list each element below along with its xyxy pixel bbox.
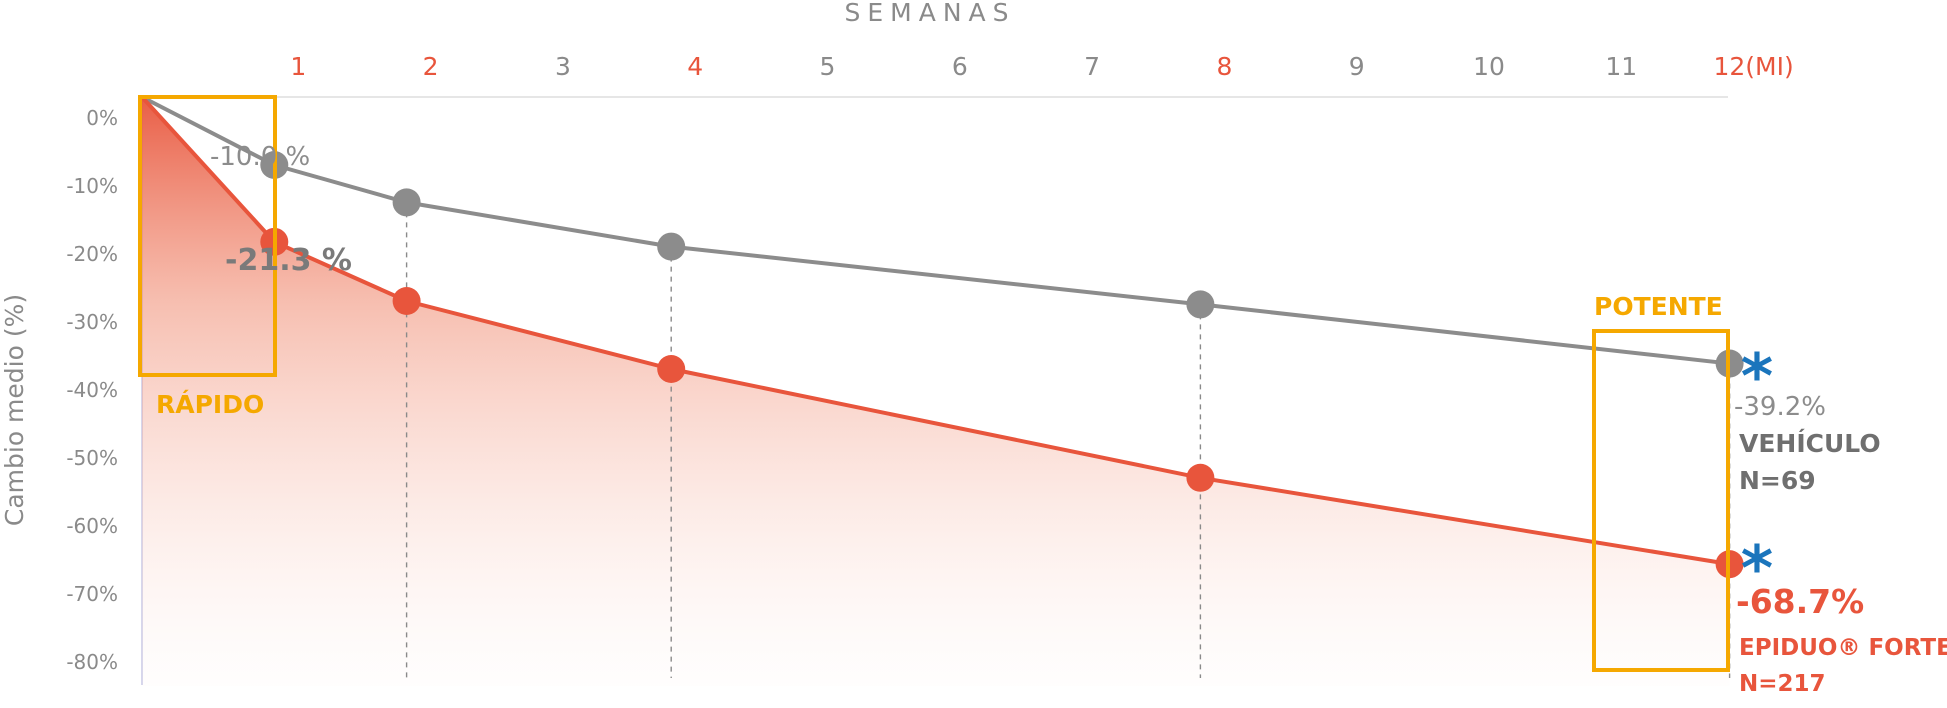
x-tick-label: 2 bbox=[423, 52, 439, 81]
x-tick-label: 10 bbox=[1473, 52, 1505, 81]
potente-label: POTENTE bbox=[1594, 292, 1723, 321]
epiduo-line bbox=[140, 95, 1730, 567]
y-tick-label: -20% bbox=[66, 242, 118, 266]
x-tick-label: 3 bbox=[555, 52, 571, 81]
epiduo-legend-n: N=217 bbox=[1739, 671, 1826, 697]
potente-box bbox=[1592, 329, 1730, 672]
epiduo-point bbox=[1186, 463, 1215, 492]
epiduo-area-fill bbox=[142, 97, 1730, 686]
y-tick-label: -80% bbox=[66, 650, 118, 674]
x-tick-label: 1 bbox=[290, 52, 306, 81]
y-axis-title: Cambio medio (%) bbox=[0, 294, 29, 526]
x-tick-label: 4 bbox=[687, 52, 703, 81]
x-tick-label: 5 bbox=[820, 52, 836, 81]
vehiculo-end-value: -39.2% bbox=[1734, 392, 1826, 422]
vehiculo-legend-name: VEHÍCULO bbox=[1739, 429, 1881, 458]
y-tick-label: -70% bbox=[66, 582, 118, 606]
epiduo-point bbox=[657, 355, 686, 383]
x-tick-label: 11 bbox=[1605, 52, 1637, 81]
rapido-box bbox=[138, 95, 277, 377]
x-tick-label: 6 bbox=[952, 52, 968, 81]
vehiculo-point bbox=[1186, 290, 1215, 319]
y-tick-label: -60% bbox=[66, 514, 118, 538]
significance-asterisk-epiduo: * bbox=[1741, 532, 1773, 605]
epiduo-end-value: -68.7% bbox=[1736, 582, 1864, 621]
week1-epiduo-label: -21.3 % bbox=[225, 243, 352, 278]
x-tick-label: 7 bbox=[1084, 52, 1100, 81]
y-tick-label: -10% bbox=[66, 174, 118, 198]
y-tick-label: 0% bbox=[86, 106, 118, 130]
vehiculo-legend-n: N=69 bbox=[1739, 466, 1816, 495]
significance-asterisk-vehiculo: * bbox=[1741, 340, 1773, 413]
y-tick-label: -50% bbox=[66, 446, 118, 470]
rapido-label: RÁPIDO bbox=[156, 390, 264, 419]
epiduo-legend-name: EPIDUO® FORTE bbox=[1739, 635, 1947, 661]
vehiculo-point bbox=[657, 232, 686, 261]
x-tick-label: 9 bbox=[1349, 52, 1365, 81]
x-tick-label: 8 bbox=[1216, 52, 1232, 81]
y-tick-label: -40% bbox=[66, 378, 118, 402]
x-tick-label: 12(MI) bbox=[1713, 52, 1793, 81]
y-tick-label: -30% bbox=[66, 310, 118, 334]
x-axis-title: SEMANAS bbox=[844, 0, 1015, 27]
epiduo-point bbox=[392, 287, 421, 315]
vehiculo-line bbox=[141, 95, 1730, 366]
week1-vehiculo-label: -10.0 % bbox=[210, 142, 310, 172]
vehiculo-point bbox=[392, 188, 421, 217]
